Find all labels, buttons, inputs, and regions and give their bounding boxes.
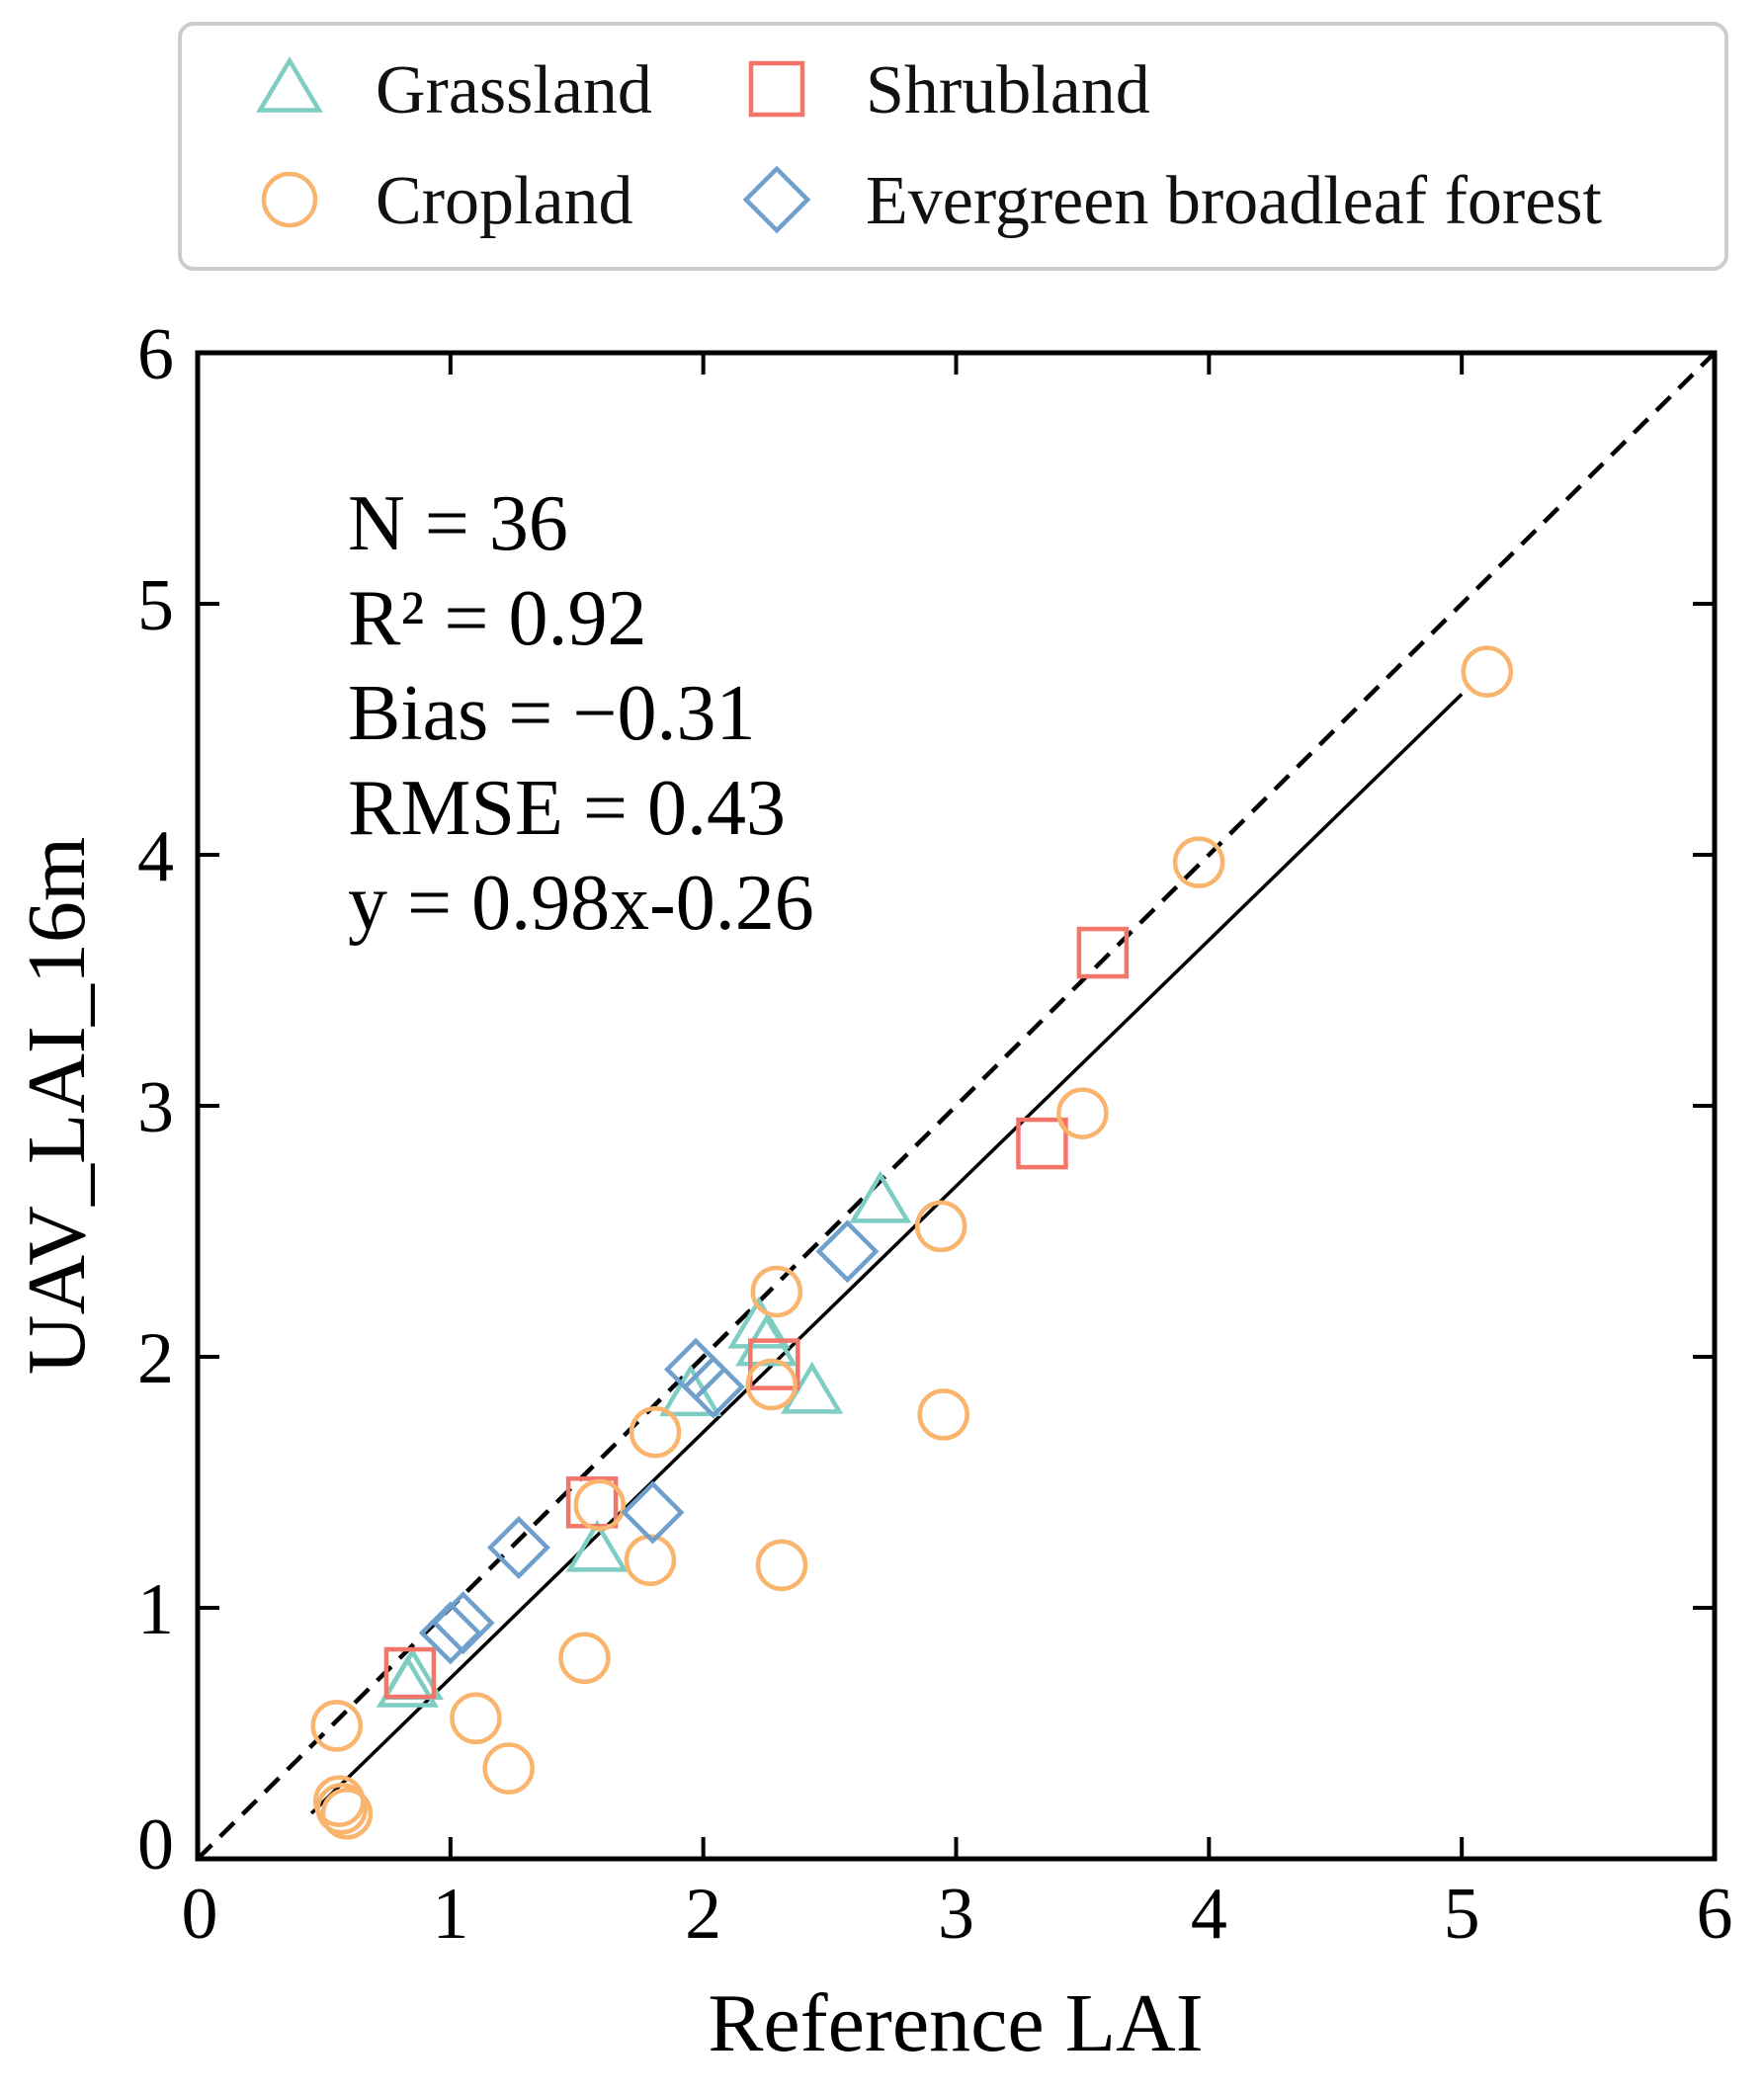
y-tick-label: 1 <box>137 1569 174 1650</box>
plot-frame <box>195 350 1718 1862</box>
stat-r2: R² = 0.92 <box>348 575 646 662</box>
regression-fit-line <box>309 693 1464 1815</box>
ticks-layer <box>198 353 1715 1859</box>
point-grassland <box>565 1519 629 1572</box>
legend-label-grassland: Grassland <box>376 52 652 128</box>
point-shrubland <box>383 1646 437 1700</box>
point-cropland <box>917 1388 969 1441</box>
plot-area <box>195 350 1718 1862</box>
legend-label-shrubland: Shrubland <box>866 52 1150 128</box>
y-tick-label: 6 <box>137 314 174 395</box>
y-tick-label: 3 <box>137 1067 174 1148</box>
point-shrubland <box>748 1338 800 1390</box>
y-tick-label: 4 <box>137 816 174 897</box>
point-cropland <box>558 1632 611 1685</box>
legend-frame <box>178 22 1728 271</box>
y-tick-label: 2 <box>137 1318 174 1399</box>
legend-label-cropland: Cropland <box>376 163 633 239</box>
legend-marker-evergreen-broadleaf-forest <box>742 165 811 234</box>
legend-marker-shrubland <box>748 60 805 118</box>
stat-n: N = 36 <box>348 480 568 567</box>
point-cropland <box>1461 645 1513 698</box>
x-axis-label: Reference LAI <box>708 1977 1203 2069</box>
point-evergreen-broadleaf-forest <box>815 1219 880 1284</box>
legend-markers <box>256 56 811 234</box>
y-tick-label: 5 <box>137 565 174 646</box>
point-cropland <box>745 1358 798 1411</box>
legend-marker-cropland <box>261 171 318 228</box>
y-axis-label: UAV_LAI_16m <box>11 837 103 1375</box>
point-cropland <box>1056 1087 1109 1139</box>
tick-labels: 0 1 2 3 4 5 6 0 1 2 3 4 5 6 <box>137 314 1733 1955</box>
point-cropland <box>315 1782 369 1835</box>
stats-annotation: N = 36 R² = 0.92 Bias = −0.31 RMSE = 0.4… <box>348 480 814 947</box>
point-shrubland <box>1016 1117 1068 1170</box>
markers-layer <box>310 645 1513 1840</box>
point-cropland <box>450 1692 502 1745</box>
point-cropland <box>573 1478 627 1532</box>
x-tick-label: 3 <box>938 1874 974 1955</box>
legend-label-evergreen-broadleaf-forest: Evergreen broadleaf forest <box>866 163 1603 239</box>
point-evergreen-broadleaf-forest <box>418 1601 482 1665</box>
stat-bias: Bias = −0.31 <box>348 670 755 757</box>
legend-marker-grassland <box>256 56 323 113</box>
point-cropland <box>320 1788 374 1840</box>
point-cropland <box>914 1200 967 1253</box>
legend: Grassland Shrubland Cropland Evergreen b… <box>178 22 1728 271</box>
point-grassland <box>849 1170 912 1223</box>
x-tick-label: 4 <box>1191 1874 1227 1955</box>
point-evergreen-broadleaf-forest <box>486 1516 550 1580</box>
point-cropland <box>750 1265 803 1318</box>
point-cropland <box>755 1539 808 1592</box>
point-cropland <box>624 1534 677 1586</box>
x-tick-label: 1 <box>432 1874 468 1955</box>
point-shrubland <box>1076 926 1130 979</box>
point-evergreen-broadleaf-forest <box>431 1591 495 1655</box>
stat-rmse: RMSE = 0.43 <box>348 765 786 852</box>
point-evergreen-broadleaf-forest <box>621 1480 685 1545</box>
x-tick-label: 5 <box>1444 1874 1480 1955</box>
point-grassland <box>727 1296 791 1349</box>
point-cropland <box>310 1700 363 1752</box>
point-cropland <box>482 1742 535 1795</box>
point-cropland <box>629 1405 682 1459</box>
point-evergreen-broadleaf-forest <box>681 1355 745 1419</box>
stat-equation: y = 0.98x-0.26 <box>348 860 814 947</box>
x-tick-label: 2 <box>685 1874 721 1955</box>
point-cropland <box>1172 836 1225 888</box>
x-tick-label: 0 <box>182 1874 218 1955</box>
x-tick-label: 6 <box>1697 1874 1733 1955</box>
y-tick-label: 0 <box>137 1804 174 1886</box>
